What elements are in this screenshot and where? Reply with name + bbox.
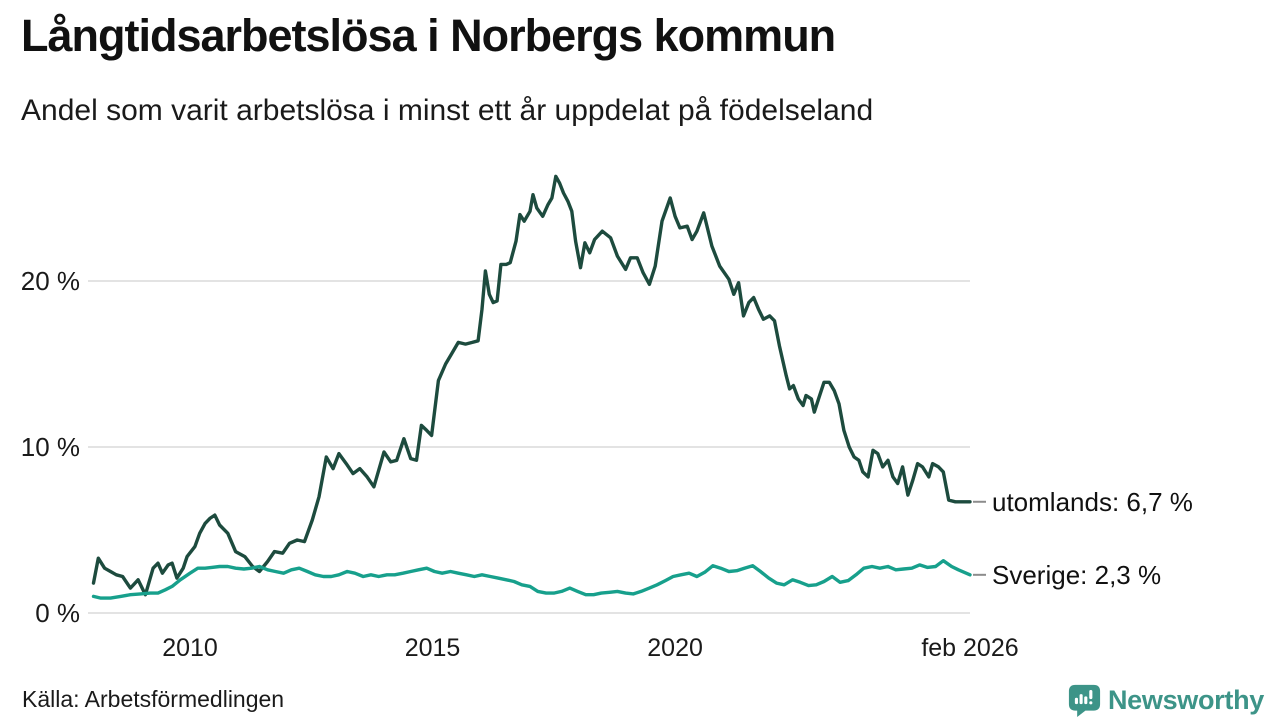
brand-name: Newsworthy [1107, 685, 1264, 715]
source-note: Källa: Arbetsförmedlingen [22, 686, 285, 712]
series-end-label-Sverige: Sverige: 2,3 % [992, 560, 1161, 590]
page-title: Långtidsarbetslösa i Norbergs kommun [21, 10, 836, 61]
y-axis-tick-label: 0 % [35, 598, 80, 628]
logo-bar-1 [1074, 697, 1078, 705]
logo-exclamation-bar [1089, 689, 1093, 700]
x-axis-tick-label: feb 2026 [921, 634, 1018, 662]
y-axis-tick-label: 20 % [21, 266, 80, 296]
x-axis-tick-label: 2020 [647, 634, 703, 662]
logo-bar-2 [1079, 694, 1083, 705]
x-axis-tick-label: 2010 [162, 634, 218, 662]
y-axis-tick-label: 10 % [21, 432, 80, 462]
series-line-utomlands [91, 174, 972, 597]
newsworthy-logo: Newsworthy [1068, 684, 1264, 717]
series-end-label-utomlands: utomlands: 6,7 % [992, 487, 1193, 517]
newsworthy-bubble-chart-icon [1068, 684, 1101, 717]
x-axis-tick-label: 2015 [405, 634, 461, 662]
series-line-Sverige [91, 559, 972, 600]
logo-exclamation-dot [1089, 701, 1093, 705]
page-subtitle: Andel som varit arbetslösa i minst ett å… [21, 94, 874, 127]
logo-bar-3 [1084, 696, 1088, 705]
